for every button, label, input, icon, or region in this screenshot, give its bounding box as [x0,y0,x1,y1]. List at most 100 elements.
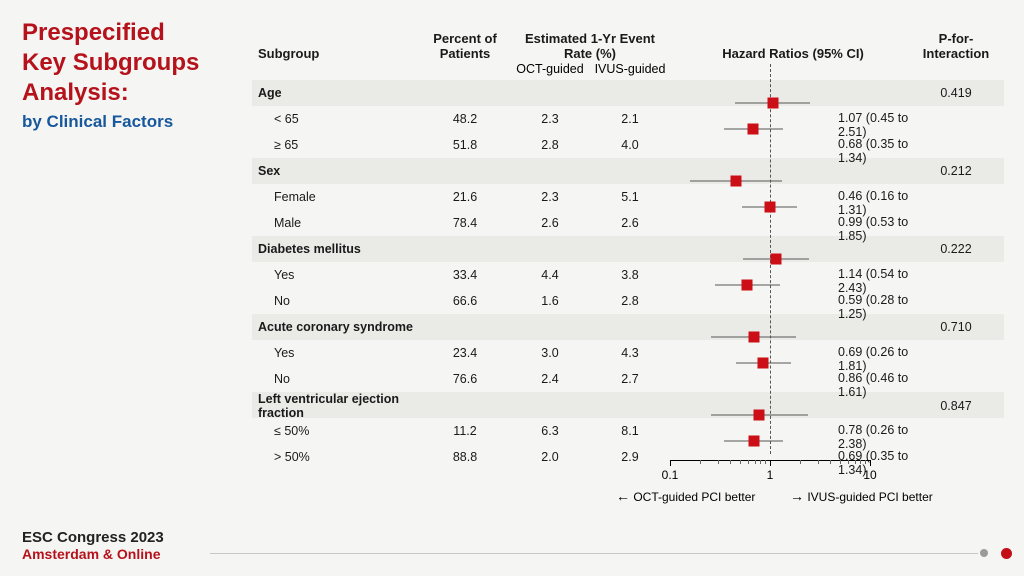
axis-minor-tick [755,460,756,464]
slide-title: Prespecified Key Subgroups Analysis: by … [22,18,242,132]
data-row: No76.62.42.70.86 (0.46 to 1.61) [252,366,1004,392]
subgroup-label: No [252,294,420,308]
ivus-value: 5.1 [590,190,670,204]
oct-value: 6.3 [510,424,590,438]
subgroup-label: ≥ 65 [252,138,420,152]
percent-value: 33.4 [420,268,510,282]
group-label: Sex [252,164,420,178]
subgroup-label: ≤ 50% [252,424,420,438]
percent-value: 66.6 [420,294,510,308]
ivus-value: 2.6 [590,216,670,230]
percent-value: 21.6 [420,190,510,204]
group-header: Age 0.419 [252,80,1004,106]
subgroup-label: Female [252,190,420,204]
oct-value: 2.4 [510,372,590,386]
oct-value: 1.6 [510,294,590,308]
oct-value: 2.3 [510,190,590,204]
axis-tick-label: 1 [767,468,774,482]
arrow-left-icon: ← [616,488,630,504]
axis-minor-tick [818,460,819,464]
axis-tick [770,460,771,466]
sub-header-row: OCT-guided IVUS-guided [252,62,1004,80]
hdr-ivus: IVUS-guided [590,62,670,80]
data-row: No66.61.62.80.59 (0.28 to 1.25) [252,288,1004,314]
data-row: Male78.42.62.60.99 (0.53 to 1.85) [252,210,1004,236]
subgroup-label: < 65 [252,112,420,126]
axis-tick [870,460,871,466]
oct-value: 2.6 [510,216,590,230]
percent-value: 78.4 [420,216,510,230]
hr-text: 0.59 (0.28 to 1.25) [830,293,916,321]
ivus-value: 8.1 [590,424,670,438]
ivus-value: 2.1 [590,112,670,126]
footer: ESC Congress 2023 Amsterdam & Online [22,529,164,562]
ivus-value: 2.7 [590,372,670,386]
oct-value: 2.8 [510,138,590,152]
hdr-percent: Percent of Patients [420,32,510,62]
footer-divider [210,553,978,554]
axis-minor-tick [760,460,761,464]
p-interaction: 0.847 [916,399,996,413]
subgroup-label: Yes [252,268,420,282]
group-label: Left ventricular ejection fraction [252,392,420,420]
axis-tick-label: 0.1 [662,468,679,482]
axis-tick [670,460,671,466]
percent-value: 11.2 [420,424,510,438]
axis-minor-tick [840,460,841,464]
hr-text: 0.86 (0.46 to 1.61) [830,371,916,399]
ivus-value: 3.8 [590,268,670,282]
data-row: Yes23.43.04.30.69 (0.26 to 1.81) [252,340,1004,366]
oct-value: 4.4 [510,268,590,282]
data-row: > 50%88.82.02.90.69 (0.35 to 1.34) [252,444,1004,470]
title-line-1: Prespecified [22,18,242,48]
header-row: Subgroup Percent of Patients Estimated 1… [252,12,1004,62]
p-interaction: 0.212 [916,164,996,178]
axis-minor-tick [748,460,749,464]
x-axis: 0.1110 ← OCT-guided PCI better → IVUS-gu… [670,460,870,530]
subgroup-label: No [252,372,420,386]
p-interaction: 0.710 [916,320,996,334]
data-row: Female21.62.35.10.46 (0.16 to 1.31) [252,184,1004,210]
footer-line-2: Amsterdam & Online [22,546,164,562]
axis-left-label: ← OCT-guided PCI better [616,488,755,504]
axis-minor-tick [830,460,831,464]
title-line-2: Key Subgroups [22,48,242,78]
data-row: ≥ 6551.82.84.00.68 (0.35 to 1.34) [252,132,1004,158]
axis-minor-tick [740,460,741,464]
axis-minor-tick [865,460,866,464]
axis-tick-label: 10 [863,468,876,482]
group-label: Acute coronary syndrome [252,320,420,334]
footer-line-1: ESC Congress 2023 [22,529,164,546]
axis-minor-tick [718,460,719,464]
axis-minor-tick [800,460,801,464]
data-row: ≤ 50%11.26.38.10.78 (0.26 to 2.38) [252,418,1004,444]
group-label: Diabetes mellitus [252,242,420,256]
percent-value: 48.2 [420,112,510,126]
pager-dot-active [1001,548,1012,559]
percent-value: 51.8 [420,138,510,152]
axis-minor-tick [700,460,701,464]
hr-text: 0.68 (0.35 to 1.34) [830,137,916,165]
percent-value: 23.4 [420,346,510,360]
subgroup-label: > 50% [252,450,420,464]
percent-value: 88.8 [420,450,510,464]
title-line-3: Analysis: [22,78,242,108]
pager-dot-inactive [980,549,988,557]
axis-minor-tick [730,460,731,464]
p-interaction: 0.419 [916,86,996,100]
axis-minor-tick [765,460,766,464]
oct-value: 2.0 [510,450,590,464]
arrow-right-icon: → [790,488,804,504]
subgroup-label: Yes [252,346,420,360]
hdr-estimated: Estimated 1-Yr Event Rate (%) [510,32,670,62]
hr-text: 0.99 (0.53 to 1.85) [830,215,916,243]
axis-right-label: → IVUS-guided PCI better [790,488,933,504]
axis-minor-tick [848,460,849,464]
oct-value: 2.3 [510,112,590,126]
forest-table: Subgroup Percent of Patients Estimated 1… [252,12,1004,470]
axis-minor-tick [855,460,856,464]
ivus-value: 4.3 [590,346,670,360]
group-label: Age [252,86,420,100]
axis-minor-tick [860,460,861,464]
table-body: Age0.419< 6548.22.32.11.07 (0.45 to 2.51… [252,80,1004,470]
